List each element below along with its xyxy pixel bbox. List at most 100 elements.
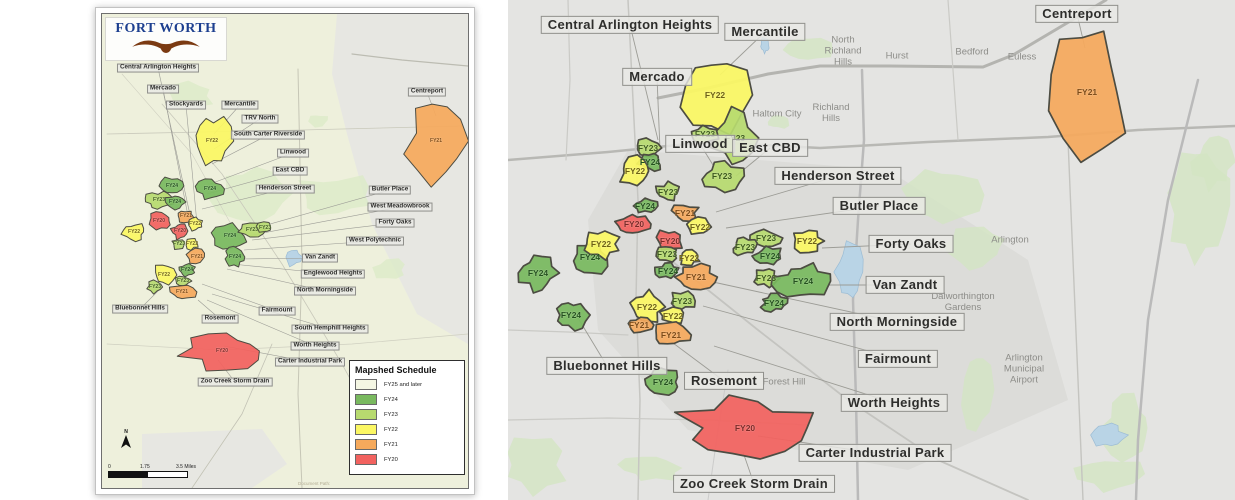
mapshed-fy-label: FY23: [734, 242, 756, 252]
fort-worth-logo-text: FORT WORTH: [115, 21, 217, 36]
legend-swatch-fy24: [355, 394, 377, 405]
overview-map-layers: [106, 14, 468, 488]
legend-title: Mapshed Schedule: [355, 365, 437, 375]
basemap-label-dalworthington-gardens: Dalworthington Gardens: [931, 291, 995, 313]
mapshed-fy-label: FY22: [128, 229, 140, 235]
mapshed-polygon-fy22: [792, 229, 826, 254]
map-label-mercantile: Mercantile: [724, 22, 806, 42]
basemap-label-arlington: Arlington: [991, 234, 1029, 246]
mapshed-polygon-fy24: [770, 261, 832, 298]
mapshed-fy-label: FY22: [689, 222, 711, 232]
mapshed-polygon-fy24: [194, 178, 225, 201]
scale-bar-segment-dark: [109, 472, 148, 477]
mapshed-fy-label: FY23: [725, 133, 745, 143]
mapshed-polygon-fy22: [187, 216, 203, 232]
mapshed-fy-label: FY21: [176, 289, 188, 295]
mapshed-fy-label: FY21: [191, 254, 203, 260]
mapshed-fy-label: FY20: [623, 219, 645, 229]
map-label-forty-oaks: Forty Oaks: [868, 234, 954, 254]
mapshed-polygon-fy24: [178, 263, 196, 278]
mapshed-polygon-fy24: [555, 302, 591, 332]
mapshed-polygon-fy21: [673, 262, 719, 291]
map-label-stockyards: Stockyards: [166, 100, 206, 110]
mapshed-polygon-fy21: [185, 247, 205, 265]
map-label-forty-oaks: Forty Oaks: [375, 218, 415, 228]
mapshed-polygon-fy24: [751, 245, 782, 266]
longhorn-icon: [132, 40, 200, 53]
mapshed-fy-label: FY23: [177, 278, 189, 284]
basemap-label-euless: Euless: [1007, 51, 1037, 63]
mapshed-fy-label: FY23: [259, 225, 271, 231]
overview-map-frame: FORT WORTH Mapshed Schedule FY25 and lat…: [95, 7, 475, 495]
mapshed-fy-label: FY22: [636, 302, 658, 312]
map-label-fairmount: Fairmount: [857, 349, 939, 369]
map-label-rosemont: Rosemont: [684, 371, 764, 391]
mapshed-fy-label: FY23: [755, 273, 777, 283]
mapshed-fy-label: FY23: [671, 296, 693, 306]
mapshed-fy-label: FY23: [755, 233, 777, 243]
legend-items: FY25 and later FY24 FY23 FY22 FY21 FY20: [355, 379, 459, 465]
mapshed-fy-label: FY21: [628, 320, 650, 330]
mapshed-polygon-fy24: [164, 195, 187, 211]
legend-swatch-fy25: [355, 379, 377, 390]
mapshed-polygon-fy22: [619, 153, 650, 187]
map-label-van-zandt: Van Zandt: [301, 253, 339, 263]
mapshed-fy-label: FY22: [206, 138, 218, 144]
mapshed-fy-label: FY21: [430, 138, 442, 144]
legend-label: FY23: [384, 411, 398, 418]
map-label-henderson-street: Henderson Street: [255, 184, 315, 194]
mapshed-fy-label: FY22: [158, 272, 170, 278]
mapshed-polygon-fy22: [583, 230, 621, 262]
map-label-englewood-heights: Englewood Heights: [300, 269, 366, 279]
map-label-bluebonnet-hills: Bluebonnet Hills: [546, 356, 668, 376]
mapshed-fy-label: FY24: [166, 183, 178, 189]
legend: Mapshed Schedule FY25 and later FY24 FY23 F…: [349, 360, 465, 475]
mapshed-fy-label: FY22: [796, 236, 818, 246]
mapshed-fy-label: FY24: [657, 266, 679, 276]
map-label-worth-heights: Worth Heights: [840, 393, 948, 413]
mapshed-fy-label: FY23: [637, 143, 659, 153]
mapshed-polygon-fy23: [749, 228, 784, 248]
map-label-north-morningside: North Morningside: [294, 286, 356, 296]
overview-map: FORT WORTH Mapshed Schedule FY25 and lat…: [101, 13, 469, 489]
mapshed-fy-label: FY23: [246, 227, 258, 233]
mapshed-fy-label: FY20: [659, 236, 681, 246]
map-label-trv-north: TRV North: [241, 114, 279, 124]
map-label-south-carter-riverside: South Carter Riverside: [230, 130, 306, 140]
legend-swatch-fy22: [355, 424, 377, 435]
mapshed-fy-label: FY24: [527, 268, 549, 278]
mapshed-polygon-fy22: [155, 264, 178, 286]
mapshed-fy-label: FY23: [153, 197, 165, 203]
legend-label: FY22: [384, 426, 398, 433]
legend-item-fy20: FY20: [355, 454, 459, 465]
mapshed-fy-label: FY22: [678, 253, 700, 263]
mapshed-polygon-fy22: [685, 216, 713, 236]
mapshed-fy-label: FY24: [652, 377, 674, 387]
legend-item-fy22: FY22: [355, 424, 459, 435]
scale-ticks: 0 1.75 3.5 Miles: [108, 464, 228, 471]
mapshed-fy-label: FY24: [169, 199, 181, 205]
mapshed-fy-label: FY24: [229, 254, 241, 260]
mapshed-polygon-fy22: [680, 248, 701, 267]
mapshed-fy-label: FY24: [763, 298, 785, 308]
mapshed-fy-label: FY24: [204, 186, 216, 192]
mapshed-polygon-fy20: [169, 223, 189, 241]
map-label-south-hemphill-heights: South Hemphill Heights: [291, 324, 369, 334]
scale-bar-segment-light: [148, 472, 187, 477]
mapshed-fy-label: FY22: [186, 241, 198, 247]
legend-item-fy24: FY24: [355, 394, 459, 405]
mapshed-polygon-fy23: [670, 290, 697, 312]
mapshed-polygon-fy23: [255, 221, 272, 233]
scale-tick-max: 3.5 Miles: [176, 464, 197, 470]
mapshed-polygon-fy24: [632, 197, 659, 214]
mapshed-polygon-fy22: [629, 288, 667, 323]
map-label-linwood: Linwood: [277, 148, 309, 158]
map-label-fairmount: Fairmount: [258, 306, 296, 316]
basemap-label-hurst: Hurst: [885, 50, 909, 62]
mapshed-fy-label: FY23: [656, 249, 678, 259]
map-label-worth-heights: Worth Heights: [290, 341, 340, 351]
basemap-label-north-richland-hills: North Richland Hills: [824, 34, 862, 68]
mapshed-fy-label: FY22: [624, 166, 646, 176]
map-label-zoo-creek-storm-drain: Zoo Creek Storm Drain: [673, 474, 835, 494]
mapshed-polygon-fy22: [195, 115, 235, 167]
